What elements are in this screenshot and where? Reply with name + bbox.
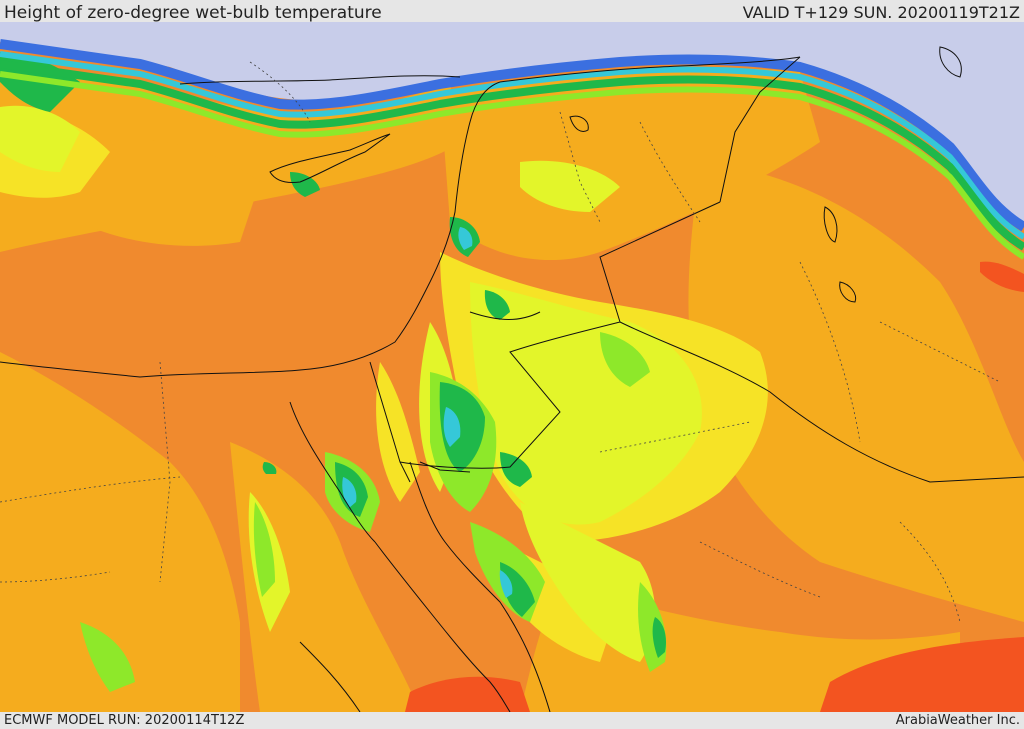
weather-map	[0, 22, 1024, 712]
cyan-zones	[342, 227, 513, 598]
valid-time: VALID T+129 SUN. 20200119T21Z	[742, 3, 1020, 22]
coastlines	[0, 56, 801, 712]
cold-rim	[0, 39, 1024, 260]
map-header: Height of zero-degree wet-bulb temperatu…	[0, 0, 1024, 23]
model-run-label: ECMWF MODEL RUN: 20200114T12Z	[4, 713, 245, 728]
province-lines	[0, 61, 1001, 623]
map-title: Height of zero-degree wet-bulb temperatu…	[4, 3, 382, 23]
cold-north	[0, 22, 1024, 222]
credit-label: ArabiaWeather Inc.	[895, 713, 1020, 728]
lakes	[569, 46, 962, 303]
country-borders	[369, 56, 1024, 483]
map-footer: ECMWF MODEL RUN: 20200114T12Z ArabiaWeat…	[0, 712, 1024, 729]
warm-zones	[405, 261, 1024, 712]
